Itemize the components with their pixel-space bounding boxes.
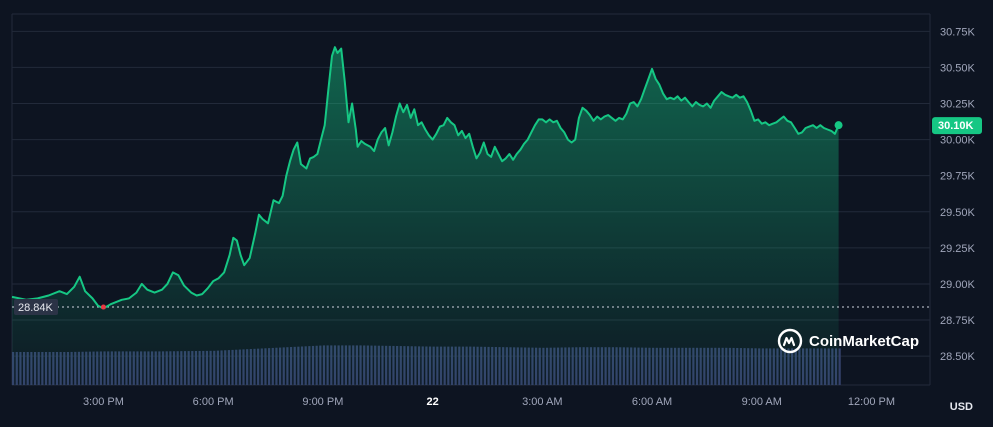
y-tick-label: 29.00K	[940, 279, 976, 291]
currency-label: USD	[949, 401, 973, 413]
coinmarketcap-watermark: CoinMarketCap	[777, 328, 919, 354]
low-marker	[100, 304, 106, 310]
price-area-fill	[12, 47, 839, 385]
volume-bar	[838, 348, 841, 385]
x-tick-label: 12:00 PM	[848, 396, 895, 408]
x-tick-label: 9:00 PM	[302, 396, 343, 408]
y-tick-label: 30.00K	[940, 135, 976, 147]
x-tick-label: 6:00 AM	[632, 396, 672, 408]
y-tick-label: 29.25K	[940, 243, 976, 255]
x-tick-label: 9:00 AM	[742, 396, 782, 408]
y-tick-label: 28.50K	[940, 351, 976, 363]
current-price-badge: 30.10K	[932, 117, 982, 135]
x-tick-label: 6:00 PM	[193, 396, 234, 408]
current-price-label: 30.10K	[938, 120, 974, 132]
y-tick-label: 28.75K	[940, 315, 976, 327]
price-line	[11, 46, 840, 310]
watermark-text: CoinMarketCap	[809, 332, 920, 350]
reference-price-badge: 28.84K	[14, 299, 58, 316]
reference-price-label: 28.84K	[18, 302, 54, 314]
current-price-dot	[834, 121, 843, 130]
y-tick-label: 30.25K	[940, 99, 976, 111]
x-tick-label: 3:00 AM	[522, 396, 562, 408]
x-tick-label: 3:00 PM	[83, 396, 124, 408]
y-tick-label: 29.50K	[940, 207, 976, 219]
coinmarketcap-logo-icon	[777, 328, 803, 354]
y-axis: 30.75K 30.50K 30.25K 30.00K 29.75K 29.50K 29.2…	[940, 26, 976, 363]
x-tick-label: 22	[426, 396, 438, 408]
y-tick-label: 29.75K	[940, 171, 976, 183]
y-tick-label: 30.50K	[940, 62, 976, 74]
x-axis: 3:00 PM 6:00 PM 9:00 PM 22 3:00 AM 6:00 AM 9:0…	[83, 396, 895, 408]
y-tick-label: 30.75K	[940, 26, 976, 38]
